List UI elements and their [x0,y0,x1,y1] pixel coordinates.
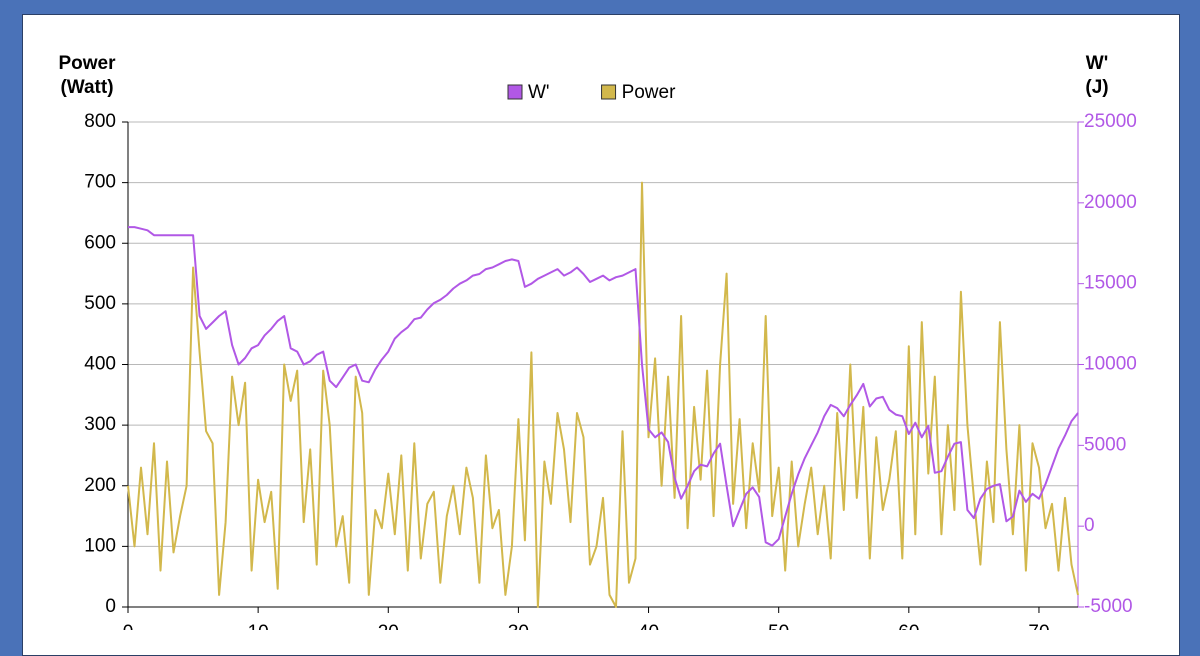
y-tick-label: 800 [84,111,116,132]
y-tick-label: 700 [84,172,116,193]
y2-tick-label: -5000 [1084,596,1133,617]
y-tick-label: 600 [84,232,116,253]
y-tick-label: 200 [84,475,116,496]
series-line [127,181,1079,608]
y-tick-label: 500 [84,293,116,314]
x-tick-label: 10 [248,622,269,630]
y2-tick-label: 15000 [1084,273,1137,294]
y2-tick-label: 20000 [1084,192,1137,213]
chart-panel [22,14,1180,656]
series-line [128,226,1079,547]
y-axis-title: Power (Watt) [58,53,116,98]
x-tick-label: 60 [898,622,919,630]
legend-label: W' [528,82,550,103]
legend-swatch [601,84,617,100]
y2-tick-label: 0 [1084,515,1095,536]
y2-tick-label: 25000 [1084,111,1137,132]
x-tick-label: 70 [1028,622,1049,630]
y2-tick-label: 5000 [1084,434,1126,455]
y-tick-label: 300 [84,414,116,435]
x-tick-label: 30 [508,622,529,630]
x-tick-label: 20 [378,622,399,630]
x-tick-label: 50 [768,622,789,630]
x-tick-label: 0 [123,622,134,630]
y-tick-label: 400 [84,354,116,375]
x-tick-label: 40 [638,622,659,630]
y-tick-label: 0 [105,596,116,617]
legend-swatch [507,84,523,100]
chart: 0100200300400500600700800-50000500010000… [84,82,1137,630]
y2-axis-title: W' (J) [1085,53,1109,98]
legend-label: Power [622,82,677,103]
page: Power (Watt) W' (J) 0 100 200 300 400 500 600 7… [22,14,1180,656]
y-tick-label: 100 [84,535,116,556]
y2-tick-label: 10000 [1084,354,1137,375]
